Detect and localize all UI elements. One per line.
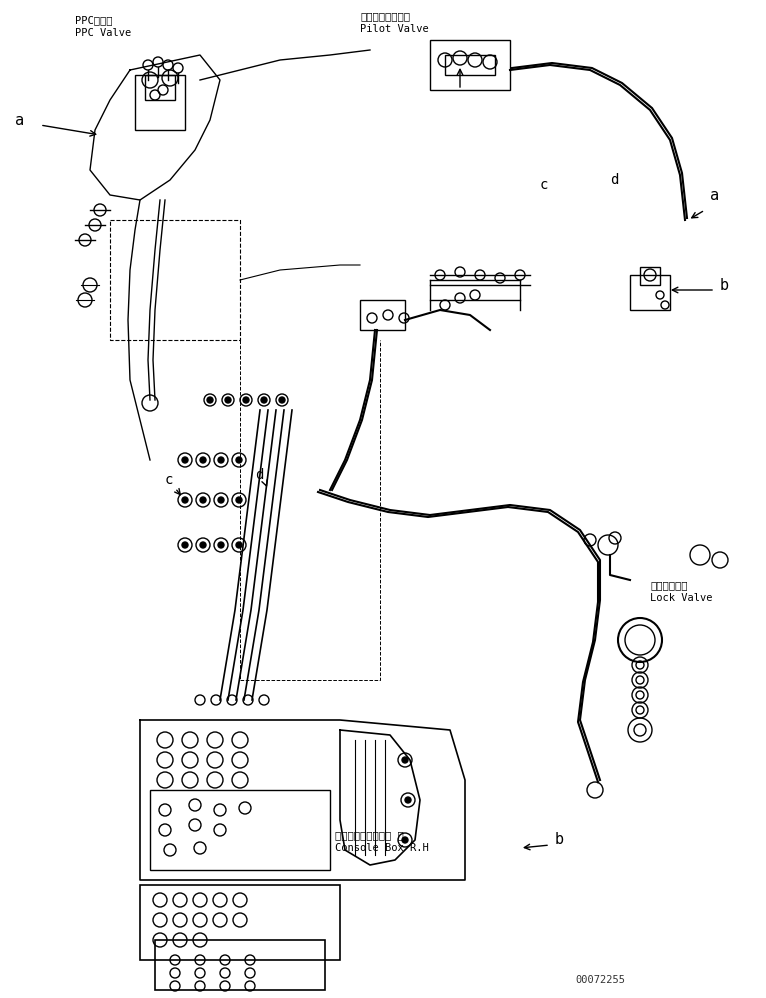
Text: Lock Valve: Lock Valve [650,593,712,603]
Circle shape [236,542,242,548]
Text: 00072255: 00072255 [575,975,625,985]
Text: b: b [720,277,729,292]
Text: b: b [555,832,564,847]
Circle shape [200,542,206,548]
Bar [140,885,340,960]
Circle shape [405,797,411,803]
Circle shape [261,397,267,403]
Circle shape [236,497,242,503]
Text: d: d [610,173,618,187]
Circle shape [200,497,206,503]
Text: d: d [255,468,264,482]
Text: c: c [540,178,548,192]
Bar [145,75,175,100]
Text: a: a [710,188,719,203]
Circle shape [402,757,408,763]
Circle shape [218,497,224,503]
Circle shape [236,457,242,463]
Circle shape [200,457,206,463]
Text: c: c [165,473,173,487]
Bar [640,267,660,285]
Circle shape [218,542,224,548]
Circle shape [207,397,213,403]
Circle shape [402,837,408,843]
Circle shape [182,542,188,548]
Text: Console Box R.H: Console Box R.H [335,843,429,853]
Circle shape [225,397,231,403]
Bar [430,40,510,90]
Bar [155,940,325,990]
Text: a: a [15,113,24,128]
Text: ロックバルブ: ロックバルブ [650,580,688,590]
Text: パイロットバルブ: パイロットバルブ [360,11,410,21]
Text: コンソールボックス 右: コンソールボックス 右 [335,830,404,840]
Bar [135,75,185,130]
Bar [150,790,330,870]
Bar [360,300,405,330]
Bar [445,55,495,75]
Circle shape [279,397,285,403]
Circle shape [182,457,188,463]
Circle shape [218,457,224,463]
Text: Pilot Valve: Pilot Valve [360,24,429,34]
Bar [630,275,670,310]
Circle shape [182,497,188,503]
Text: PPCバルブ: PPCバルブ [75,15,113,25]
Circle shape [243,397,249,403]
Text: PPC Valve: PPC Valve [75,28,131,38]
